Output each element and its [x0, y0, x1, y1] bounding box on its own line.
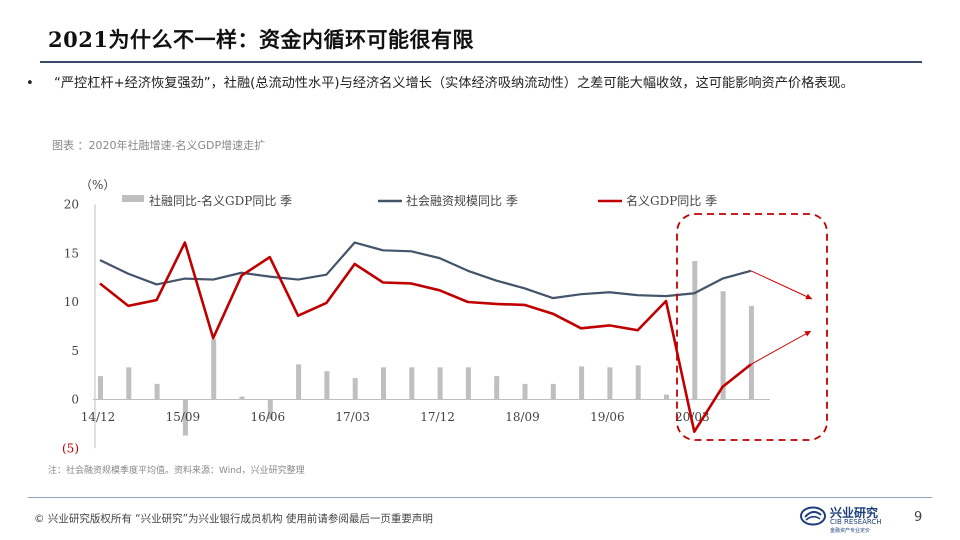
y-tick-label: 20 — [64, 198, 79, 212]
footer-divider — [28, 497, 932, 498]
bar-mark — [154, 383, 160, 400]
bar-mark — [324, 371, 330, 400]
bar-mark — [296, 364, 302, 400]
legend-label: 名义GDP同比 季 — [626, 193, 717, 208]
legend-swatch-bar — [122, 195, 144, 202]
bar-mark — [494, 376, 500, 400]
y-tick-label: 0 — [71, 393, 79, 407]
page-number: 9 — [914, 510, 923, 525]
legend-label: 社融同比-名义GDP同比 季 — [149, 193, 292, 208]
chart-caption: 图表 ：2020年社融增速-名义GDP增速走扩 — [52, 139, 266, 152]
bar-mark — [239, 396, 245, 400]
x-tick-label: 16/06 — [251, 410, 286, 424]
x-tick-label: 17/03 — [335, 410, 370, 424]
bar-mark — [182, 399, 188, 436]
title-underline — [40, 61, 922, 63]
trend-arrow-upper — [750, 270, 813, 300]
footer-disclaimer: © 兴业研究版权所有 “兴业研究”为兴业银行成员机构 使用前请参阅最后一页重要声… — [34, 513, 433, 525]
legend-label: 社会融资规模同比 季 — [406, 193, 518, 208]
slide-title: 2021为什么不一样：资金内循环可能很有限 — [48, 27, 474, 52]
bar-mark — [579, 366, 585, 400]
cib-research-logo: 兴业研究 CIB RESEARCH 金融资产专业定价 — [800, 504, 896, 534]
x-tick-label: 15/09 — [166, 410, 201, 424]
bar-mark — [98, 376, 103, 400]
bullet-marker: • — [26, 76, 34, 91]
bar-mark — [437, 367, 443, 400]
x-tick-label: 14/12 — [81, 410, 116, 424]
y-tick-label: 5 — [71, 344, 79, 358]
bar-mark — [381, 367, 386, 400]
bar-mark — [352, 378, 358, 400]
y-tick-label: 15 — [64, 246, 79, 260]
y-tick-label: 10 — [64, 295, 79, 309]
series-line-social-financing — [99, 241, 752, 300]
bar-mark — [692, 261, 698, 400]
bar-mark — [607, 367, 613, 400]
trend-arrow-lower — [750, 330, 812, 365]
cib-logo-icon — [800, 506, 826, 526]
x-tick-label: 17/12 — [420, 410, 455, 424]
bar-mark — [126, 367, 132, 400]
bullet-text: “严控杠杆+经济恢复强劲”，社融(总流动性水平)与经济名义增长（实体经济吸纳流动… — [54, 76, 854, 91]
logo-tagline: 金融资产专业定价 — [830, 528, 871, 534]
bar-mark — [550, 383, 556, 400]
y-tick-label: (5) — [62, 441, 79, 455]
logo-english-name: CIB RESEARCH — [830, 518, 882, 526]
chart-source-note: 注：社会融资规模季度平均值。资料来源：Wind，兴业研究整理 — [48, 466, 305, 476]
bar-mark — [409, 367, 415, 400]
bar-mark — [465, 367, 471, 400]
bar-mark — [664, 394, 669, 400]
bar-mark — [720, 291, 726, 400]
bar-mark — [211, 339, 217, 400]
bar-mark — [635, 365, 641, 400]
bar-mark — [748, 305, 754, 400]
series-line-nominal-gdp — [99, 241, 752, 433]
y-axis-unit-label: （%） — [80, 178, 115, 192]
bar-mark — [267, 399, 273, 419]
logo-chinese-name: 兴业研究 — [830, 506, 879, 520]
x-tick-label: 19/06 — [590, 410, 625, 424]
bar-mark — [522, 383, 528, 400]
x-tick-label: 18/09 — [505, 410, 540, 424]
